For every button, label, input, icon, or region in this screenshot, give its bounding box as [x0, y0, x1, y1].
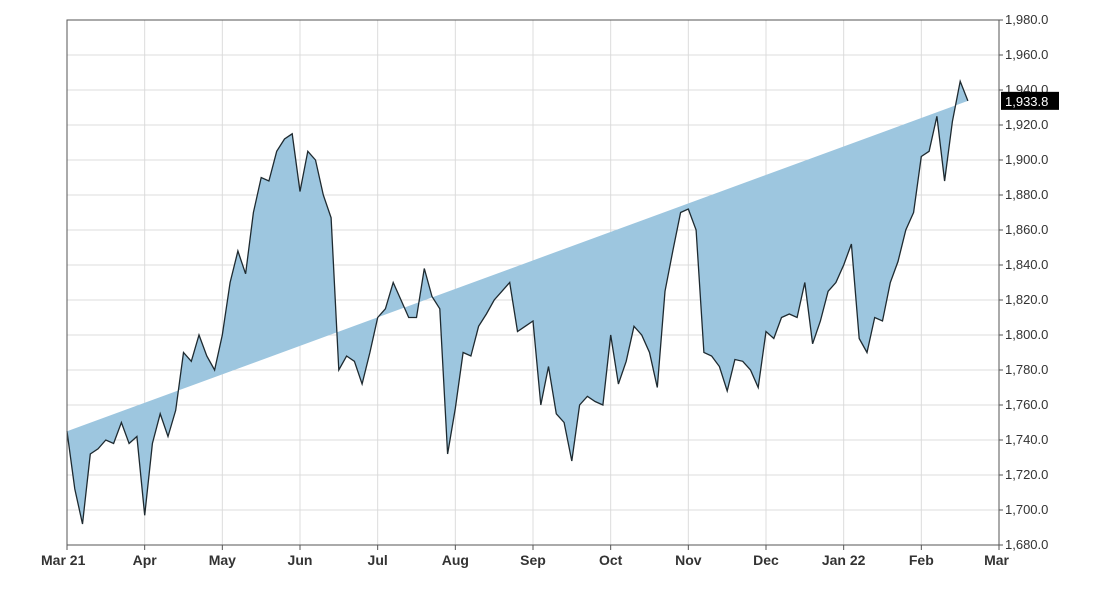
y-tick-label: 1,900.0 — [1005, 152, 1048, 167]
x-tick-label: Sep — [520, 552, 546, 568]
y-tick-label: 1,740.0 — [1005, 432, 1048, 447]
x-tick-label: Mar — [984, 552, 1009, 568]
y-tick-label: 1,760.0 — [1005, 397, 1048, 412]
y-tick-label: 1,680.0 — [1005, 537, 1048, 552]
x-tick-label: Jul — [368, 552, 388, 568]
x-tick-label: Oct — [599, 552, 623, 568]
last-value-label: 1,933.8 — [1005, 94, 1048, 109]
price-area-fill — [67, 81, 968, 525]
y-tick-label: 1,780.0 — [1005, 362, 1048, 377]
y-tick-label: 1,920.0 — [1005, 117, 1048, 132]
last-value-badge — [1001, 91, 1059, 110]
x-tick-label: Feb — [909, 552, 934, 568]
x-tick-label: Apr — [133, 552, 158, 568]
x-tick-label: Jun — [288, 552, 313, 568]
x-tick-label: Aug — [442, 552, 469, 568]
y-tick-label: 1,980.0 — [1005, 12, 1048, 27]
y-tick-label: 1,880.0 — [1005, 187, 1048, 202]
y-tick-label: 1,720.0 — [1005, 467, 1048, 482]
y-tick-label: 1,860.0 — [1005, 222, 1048, 237]
y-tick-label: 1,840.0 — [1005, 257, 1048, 272]
price-line — [66, 78, 969, 525]
x-tick-label: Mar 21 — [41, 552, 86, 568]
y-tick-label: 1,800.0 — [1005, 327, 1048, 342]
y-tick-label: 1,700.0 — [1005, 502, 1048, 517]
x-tick-label: Jan 22 — [822, 552, 866, 568]
x-tick-label: Dec — [753, 552, 779, 568]
series-layer — [66, 78, 969, 525]
y-tick-label: 1,820.0 — [1005, 292, 1048, 307]
x-tick-label: May — [209, 552, 236, 568]
last-value-layer: 1,933.8 — [1001, 91, 1059, 110]
x-axis-ticks: Mar 21 Apr May Jun Jul Aug Sep Oct Nov Dec Jan 22 F… — [41, 545, 1010, 568]
y-tick-label: 1,960.0 — [1005, 47, 1048, 62]
x-tick-label: Nov — [675, 552, 702, 568]
